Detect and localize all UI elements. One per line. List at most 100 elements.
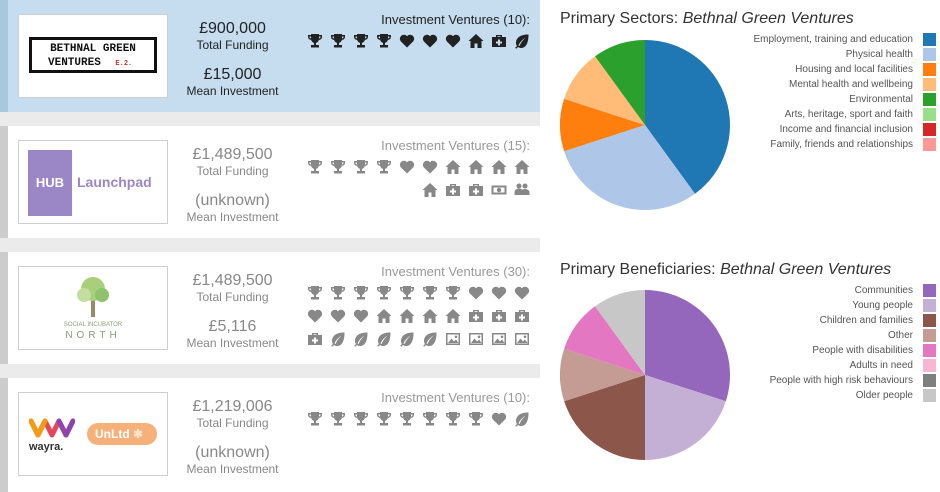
total-funding: £900,000 Total Funding (175, 20, 290, 52)
house-icon (514, 160, 530, 174)
legend-label: Older people (855, 390, 913, 401)
heart-icon (330, 309, 346, 323)
incubator-list: BETHNAL GREEN VENTURES E.2. £900,000 Tot… (0, 0, 540, 492)
pie-slice[interactable] (645, 40, 730, 194)
incubator-card-bethnal-green[interactable]: BETHNAL GREEN VENTURES E.2. £900,000 Tot… (0, 0, 540, 112)
ventures-title: Investment Ventures (10): (381, 12, 530, 27)
total-funding-label: Total Funding (196, 164, 269, 178)
heart-icon (491, 286, 507, 300)
legend-label: Family, friends and relationships (770, 139, 913, 150)
beneficiaries-pie-chart (560, 290, 730, 460)
legend-swatch (923, 299, 936, 312)
pie-slice[interactable] (645, 375, 726, 460)
ventures-title: Investment Ventures (30): (381, 264, 530, 279)
legend-item: Environmental (753, 92, 936, 107)
house-icon (422, 183, 438, 197)
trophy-icon (376, 160, 392, 174)
pie-slice[interactable] (560, 98, 645, 152)
mean-investment: £15,000 Mean Investment (175, 66, 290, 98)
trophy-icon (445, 412, 461, 426)
logo-line2: VENTURES E.2. (48, 57, 133, 69)
trophy-icon (330, 286, 346, 300)
wayra-unltd-logo: wayra. UnLtd ✱ (18, 392, 168, 476)
heart-icon (445, 34, 461, 48)
total-funding-amount: £1,489,500 (192, 272, 273, 289)
launchpad-text: Launchpad (77, 174, 152, 190)
legend-swatch (923, 63, 936, 76)
money-icon (491, 185, 507, 195)
heart-icon (399, 34, 415, 48)
pie-slice[interactable] (595, 290, 645, 375)
hub-badge: HUB (28, 150, 72, 216)
venture-icons (290, 159, 530, 205)
beneficiaries-title: Primary Beneficiaries: Bethnal Green Ven… (560, 261, 892, 278)
legend-swatch (923, 123, 936, 136)
pie-slice[interactable] (564, 375, 645, 460)
trophy-icon (399, 286, 415, 300)
total-funding-label: Total Funding (196, 38, 269, 52)
legend-label: Income and financial inclusion (779, 124, 913, 135)
legend-label: People with high risk behaviours (769, 375, 913, 386)
pie-slice[interactable] (560, 348, 645, 402)
image-icon (515, 333, 529, 345)
pie-slice[interactable] (564, 306, 645, 375)
legend-label: Employment, training and education (753, 34, 913, 45)
heart-icon (422, 160, 438, 174)
card-accent (0, 252, 8, 364)
mean-investment-label: Mean Investment (186, 210, 279, 224)
legend-item: Young people (770, 298, 936, 313)
medkit-icon (515, 310, 529, 322)
incubator-card-hub-launchpad[interactable]: HUB Launchpad £1,489,500 Total Funding (… (0, 126, 540, 238)
star-icon: ✱ (133, 427, 144, 441)
leaf-icon (515, 34, 529, 49)
medkit-icon (469, 310, 483, 322)
pie-slice[interactable] (645, 290, 730, 402)
legend-item: Employment, training and education (753, 32, 936, 47)
legend-label: Young people (852, 300, 913, 311)
pie-slice[interactable] (595, 40, 645, 125)
trophy-icon (330, 412, 346, 426)
trophy-icon (330, 160, 346, 174)
legend-item: Income and financial inclusion (753, 122, 936, 137)
mean-investment-label: Mean Investment (186, 462, 279, 476)
trophy-icon (307, 286, 323, 300)
heart-icon (353, 309, 369, 323)
incubator-card-wayra-unltd[interactable]: wayra. UnLtd ✱ £1,219,006 Total Funding … (0, 378, 540, 492)
sectors-legend: Employment, training and education Physic… (753, 32, 936, 152)
ventures-title: Investment Ventures (10): (381, 390, 530, 405)
pie-slice[interactable] (564, 56, 645, 126)
trophy-icon (399, 412, 415, 426)
incubator-card-social-incubator-north[interactable]: SOCIAL INCUBATOR NORTH £1,489,500 Total … (0, 252, 540, 364)
legend-item: Other (770, 328, 936, 343)
mean-investment-amount: (unknown) (195, 192, 270, 209)
legend-item: Housing and local facilities (753, 62, 936, 77)
leaf-icon (400, 332, 414, 347)
medkit-icon (308, 333, 322, 345)
legend-swatch (923, 284, 936, 297)
logo-line1: BETHNAL GREEN (50, 43, 136, 55)
legend-item: Mental health and wellbeing (753, 77, 936, 92)
pie-slice[interactable] (564, 125, 695, 210)
house-icon (468, 160, 484, 174)
mean-investment: (unknown) Mean Investment (175, 192, 290, 224)
mean-investment: (unknown) Mean Investment (175, 444, 290, 476)
medkit-icon (492, 35, 506, 47)
legend-item: Adults in need (770, 358, 936, 373)
house-icon (376, 309, 392, 323)
trophy-icon (307, 412, 323, 426)
heart-icon (307, 309, 323, 323)
legend-label: Housing and local facilities (795, 64, 913, 75)
mean-investment-amount: (unknown) (195, 444, 270, 461)
wayra-text: wayra. (29, 441, 64, 453)
legend-label: Environmental (849, 94, 913, 105)
leaf-icon (515, 412, 529, 427)
investment-ventures: Investment Ventures (10): (290, 390, 530, 434)
trophy-icon (422, 286, 438, 300)
mean-investment-amount: £15,000 (203, 66, 262, 83)
mean-investment-label: Mean Investment (186, 84, 279, 98)
legend-item: Arts, heritage, sport and faith (753, 107, 936, 122)
leaf-icon (354, 332, 368, 347)
legend-item: Communities (770, 283, 936, 298)
trophy-icon (376, 412, 392, 426)
trophy-icon (376, 34, 392, 48)
